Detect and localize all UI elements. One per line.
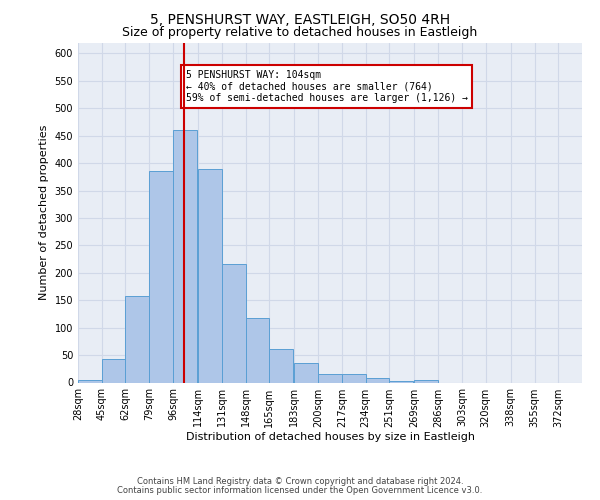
- Bar: [222, 264, 245, 382]
- Bar: [415, 380, 438, 382]
- Bar: [389, 381, 413, 382]
- Bar: [342, 374, 365, 382]
- X-axis label: Distribution of detached houses by size in Eastleigh: Distribution of detached houses by size …: [185, 432, 475, 442]
- Bar: [318, 374, 342, 382]
- Text: 5, PENSHURST WAY, EASTLEIGH, SO50 4RH: 5, PENSHURST WAY, EASTLEIGH, SO50 4RH: [150, 12, 450, 26]
- Bar: [78, 380, 102, 382]
- Bar: [125, 296, 149, 382]
- Text: Contains public sector information licensed under the Open Government Licence v3: Contains public sector information licen…: [118, 486, 482, 495]
- Bar: [149, 172, 173, 382]
- Bar: [245, 318, 269, 382]
- Y-axis label: Number of detached properties: Number of detached properties: [39, 125, 49, 300]
- Bar: [365, 378, 389, 382]
- Bar: [173, 130, 197, 382]
- Text: Contains HM Land Registry data © Crown copyright and database right 2024.: Contains HM Land Registry data © Crown c…: [137, 477, 463, 486]
- Bar: [269, 348, 293, 382]
- Text: 5 PENSHURST WAY: 104sqm
← 40% of detached houses are smaller (764)
59% of semi-d: 5 PENSHURST WAY: 104sqm ← 40% of detache…: [185, 70, 467, 103]
- Bar: [102, 360, 125, 382]
- Bar: [295, 364, 318, 382]
- Text: Size of property relative to detached houses in Eastleigh: Size of property relative to detached ho…: [122, 26, 478, 39]
- Bar: [198, 168, 222, 382]
